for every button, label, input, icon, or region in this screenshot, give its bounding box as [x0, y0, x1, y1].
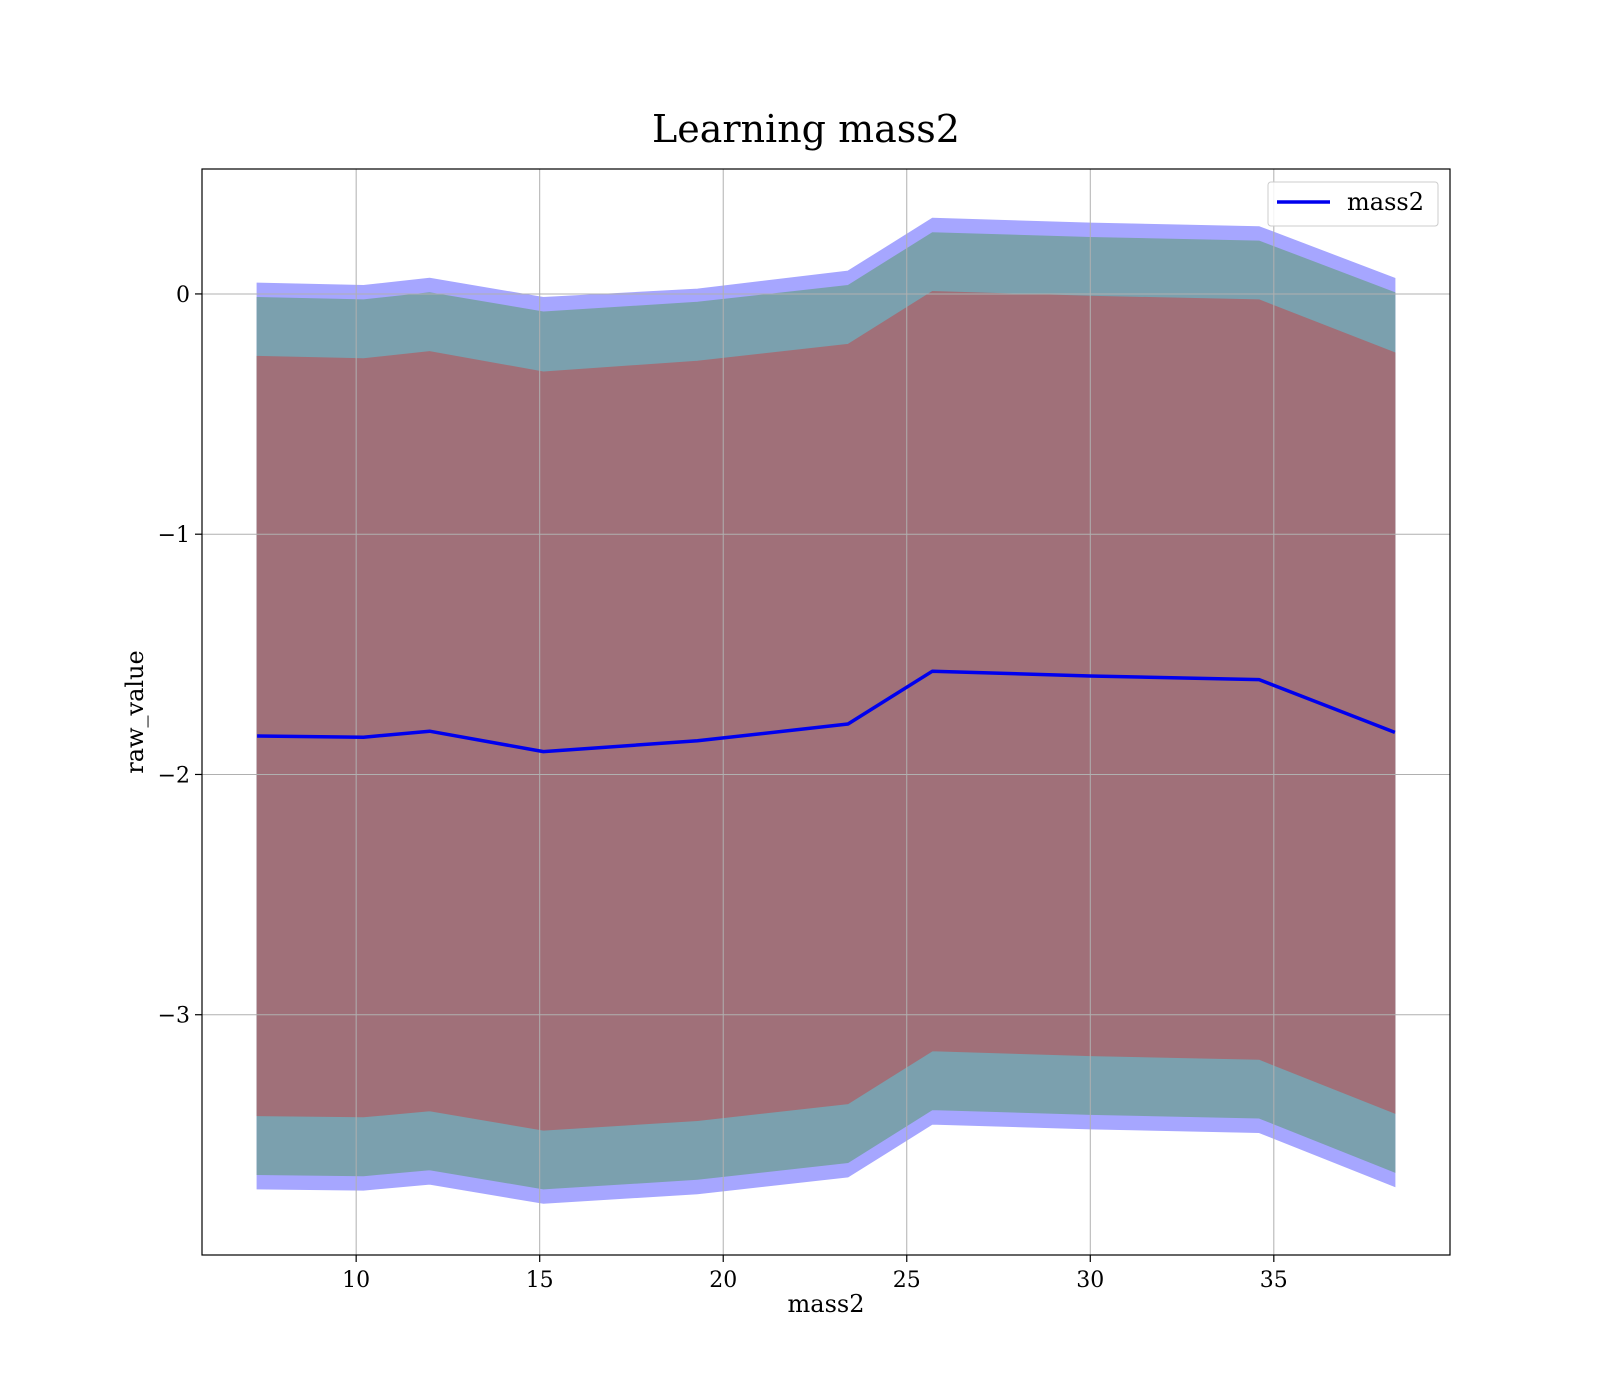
band-2 — [256, 290, 1396, 1131]
series-lines — [257, 669, 1396, 754]
y-axis-label: raw_value — [121, 650, 149, 774]
y-tick-label: −1 — [158, 523, 190, 548]
confidence-bands — [256, 217, 1396, 1204]
x-axis-label: mass2 — [788, 1290, 865, 1318]
plot-frame — [201, 168, 1451, 1256]
y-ticks: 0 −1 −2 −3 — [158, 283, 202, 1029]
x-tick-label: 10 — [342, 1268, 370, 1293]
x-tick-label: 25 — [893, 1268, 921, 1293]
series-line-mass2 — [257, 669, 1396, 754]
grid-lines — [202, 169, 1450, 1255]
y-tick-label: −2 — [158, 763, 190, 788]
x-tick-label: 30 — [1076, 1268, 1104, 1293]
x-tick-label: 20 — [709, 1268, 737, 1293]
legend-box — [1267, 181, 1439, 227]
y-tick-label: 0 — [176, 283, 190, 308]
y-tick-label: −3 — [158, 1004, 190, 1029]
x-ticks: 10 15 20 25 30 35 — [342, 1255, 1288, 1293]
legend-label-mass2: mass2 — [1347, 188, 1424, 216]
x-tick-label: 35 — [1260, 1268, 1288, 1293]
chart-title: Learning mass2 — [652, 107, 960, 151]
x-tick-label: 15 — [526, 1268, 554, 1293]
legend: mass2 — [1267, 181, 1439, 227]
